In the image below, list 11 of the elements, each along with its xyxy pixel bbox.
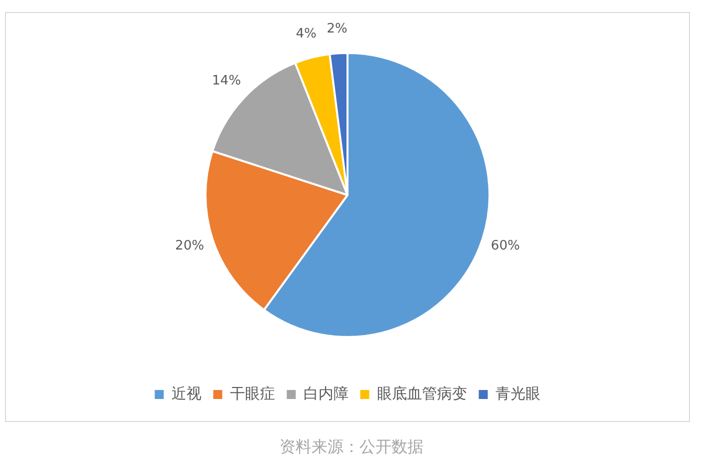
legend-label: 青光眼 [495, 384, 540, 402]
legend-label: 近视 [171, 384, 202, 402]
text: 资料来源：公开数据 [280, 437, 424, 458]
data-label: 2% [326, 22, 348, 37]
data-label: 14% [212, 74, 241, 89]
legend-label: 干眼症 [230, 384, 275, 402]
data-label: 4% [296, 26, 317, 42]
data-label: 20% [175, 238, 204, 254]
data-label: 60% [490, 238, 520, 254]
legend-label: 白内障 [303, 384, 348, 402]
legend-label: 眼底血管病变 [376, 384, 467, 402]
